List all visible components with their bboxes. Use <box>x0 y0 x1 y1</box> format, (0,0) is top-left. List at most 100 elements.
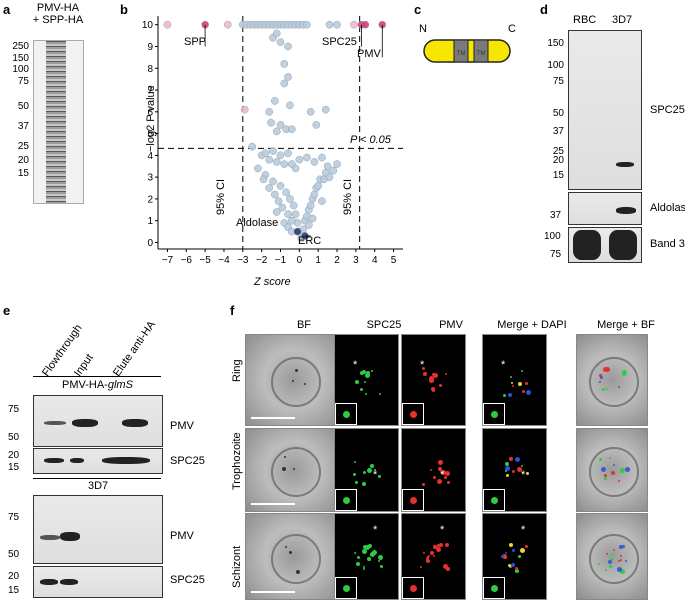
pvalue-threshold-label: P < 0.05 <box>350 134 391 146</box>
y-tick-label: 1 <box>147 216 153 227</box>
signal-dot <box>433 475 437 479</box>
panel-a-header: PMV-HA + SPP-HA <box>28 2 88 26</box>
data-point <box>325 173 334 181</box>
data-point <box>361 20 370 29</box>
zoom-inset <box>483 403 505 425</box>
title-3d7: 3D7 <box>88 480 109 492</box>
data-point <box>267 118 275 127</box>
data-point <box>280 79 289 88</box>
band-e6 <box>102 457 150 464</box>
signal-dot <box>509 543 514 548</box>
label-erc: ERC <box>298 235 322 247</box>
y-tick-label: 3 <box>147 173 153 184</box>
asterisk-marker: * <box>440 524 445 536</box>
scale-bar <box>251 503 295 505</box>
x-axis-label: Z score <box>254 276 291 288</box>
signal-dot <box>604 569 607 572</box>
d-marker-15: 15 <box>552 170 564 181</box>
data-point <box>291 164 300 173</box>
signal-dot <box>356 556 360 560</box>
signal-dot <box>363 565 366 568</box>
data-point <box>310 190 319 199</box>
signal-dot <box>521 390 525 394</box>
signal-dot <box>363 471 367 475</box>
signal-dot <box>361 482 366 487</box>
signal-dot <box>510 563 515 568</box>
title-glms: glmS <box>107 379 133 391</box>
data-point <box>306 107 315 116</box>
signal-dot <box>426 556 429 559</box>
label-e-spc25-2: SPC25 <box>170 574 205 586</box>
data-point <box>318 197 326 205</box>
asterisk-marker: * <box>373 469 378 481</box>
signal-dot <box>598 563 601 566</box>
label-band3-blot: Band 3 <box>650 238 685 250</box>
signal-dot <box>524 545 528 549</box>
band-e5 <box>70 458 84 463</box>
signal-dot <box>354 461 357 464</box>
signal-dot <box>610 471 615 476</box>
signal-dot <box>361 370 366 375</box>
signal-dot <box>439 542 444 547</box>
signal-dot <box>505 461 510 466</box>
data-point <box>325 20 334 29</box>
x-tick-label: 0 <box>297 255 303 266</box>
band3-rbc <box>573 230 601 260</box>
marker-37: 37 <box>17 121 29 132</box>
data-point <box>303 153 311 162</box>
micrograph-trophozoite-green: * <box>334 428 399 512</box>
x-tick-label: −7 <box>162 255 174 266</box>
signal-dot <box>291 380 294 383</box>
scale-bar <box>251 417 295 419</box>
label-aldolase: Aldolase <box>236 217 279 229</box>
inset-signal <box>343 411 350 418</box>
signal-dot <box>521 369 524 372</box>
data-point <box>282 188 291 197</box>
signal-dot <box>444 476 448 480</box>
signal-dot <box>617 385 620 388</box>
data-point <box>272 158 281 166</box>
signal-dot <box>377 474 381 478</box>
panel-label-a: a <box>3 2 11 17</box>
micrograph-ring-bf <box>245 334 342 426</box>
y-tick-label: 4 <box>147 151 153 162</box>
data-point <box>265 155 274 164</box>
band-e9 <box>40 579 58 585</box>
signal-dot <box>425 558 430 563</box>
signal-dot <box>360 387 364 391</box>
signal-dot <box>354 480 358 484</box>
signal-dot <box>505 469 508 472</box>
micrograph-ring-merge: * <box>482 334 547 426</box>
row-trophozoite: Trophozoite <box>231 432 243 490</box>
data-point <box>312 121 321 129</box>
e-marker-20-a: 20 <box>8 450 20 461</box>
marker-250: 250 <box>12 41 29 52</box>
signal-dot <box>428 378 434 384</box>
tm-label-1: TM <box>457 51 466 57</box>
signal-dot <box>512 548 516 552</box>
signal-dot <box>602 367 608 373</box>
signal-dot <box>601 388 605 392</box>
label-n-terminus: N <box>419 23 427 35</box>
micrograph-schizont-mergebf <box>576 513 648 600</box>
d-marker-mid-37: 37 <box>550 210 562 221</box>
signal-dot <box>369 551 375 557</box>
ci-right-label: 95% CI <box>342 178 354 215</box>
data-point <box>329 166 338 175</box>
zoom-inset <box>335 489 357 511</box>
signal-dot <box>421 483 425 487</box>
data-point <box>270 97 279 105</box>
asterisk-marker: * <box>353 359 358 371</box>
x-tick-label: 2 <box>334 255 340 266</box>
signal-dot <box>353 552 356 555</box>
signal-dot <box>436 544 440 548</box>
zoom-inset <box>402 577 424 599</box>
signal-dot <box>281 467 286 472</box>
y-axis-label: −log2 P value <box>145 85 157 152</box>
signal-dot <box>379 565 383 569</box>
signal-dot <box>437 466 442 471</box>
signal-dot <box>505 474 509 478</box>
band-e1 <box>44 421 66 425</box>
x-tick-label: 5 <box>391 255 397 266</box>
signal-dot <box>525 471 529 475</box>
